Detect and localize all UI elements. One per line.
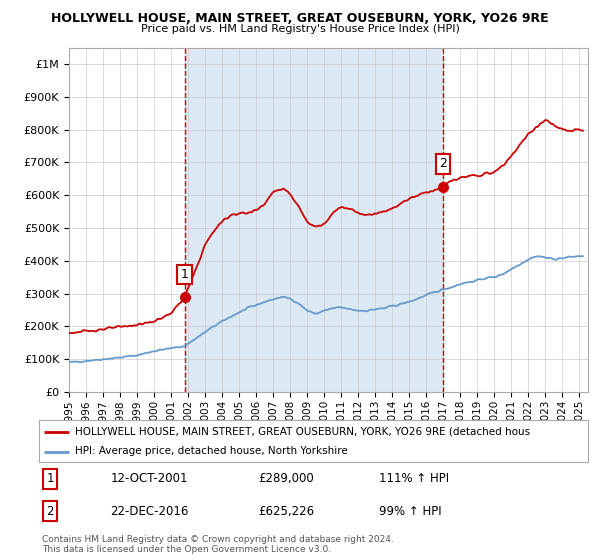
Text: Price paid vs. HM Land Registry's House Price Index (HPI): Price paid vs. HM Land Registry's House … — [140, 24, 460, 34]
Text: HOLLYWELL HOUSE, MAIN STREET, GREAT OUSEBURN, YORK, YO26 9RE: HOLLYWELL HOUSE, MAIN STREET, GREAT OUSE… — [51, 12, 549, 25]
Text: 12-OCT-2001: 12-OCT-2001 — [110, 473, 188, 486]
Text: 1: 1 — [46, 473, 54, 486]
Text: HPI: Average price, detached house, North Yorkshire: HPI: Average price, detached house, Nort… — [74, 446, 347, 456]
Text: 2: 2 — [46, 505, 54, 517]
Text: 111% ↑ HPI: 111% ↑ HPI — [379, 473, 449, 486]
Text: £625,226: £625,226 — [259, 505, 315, 517]
Text: £289,000: £289,000 — [259, 473, 314, 486]
Text: 2: 2 — [439, 157, 447, 170]
Text: HOLLYWELL HOUSE, MAIN STREET, GREAT OUSEBURN, YORK, YO26 9RE (detached hous: HOLLYWELL HOUSE, MAIN STREET, GREAT OUSE… — [74, 427, 530, 437]
Text: 99% ↑ HPI: 99% ↑ HPI — [379, 505, 442, 517]
Text: 1: 1 — [181, 268, 188, 281]
Text: 22-DEC-2016: 22-DEC-2016 — [110, 505, 189, 517]
Text: Contains HM Land Registry data © Crown copyright and database right 2024.
This d: Contains HM Land Registry data © Crown c… — [42, 535, 394, 554]
Bar — [185, 48, 443, 392]
